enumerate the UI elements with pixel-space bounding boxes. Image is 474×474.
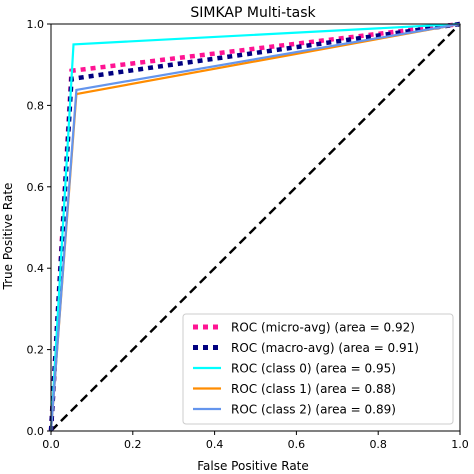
legend-box: [182, 313, 454, 425]
legend-entry-label: ROC (class 1) (area = 0.88): [231, 382, 396, 396]
y-tick-label: 1.0: [27, 18, 45, 31]
y-tick-label: 0.4: [27, 262, 45, 275]
y-tick-label: 0.0: [27, 425, 45, 438]
axis-ticks: 0.0 0.2 0.4 0.6 0.8 1.0 0.0 0.2 0.4 0.6 0.8 1.0: [27, 18, 469, 451]
legend-entry-label: ROC (class 2) (area = 0.89): [231, 403, 396, 417]
plot-area: [48, 21, 461, 432]
x-tick-label: 0.4: [206, 438, 224, 451]
legend: ROC (micro-avg) (area = 0.92) ROC (macro-…: [182, 313, 454, 425]
x-tick-label: 1.0: [451, 438, 469, 451]
plot-frame: [50, 23, 461, 432]
x-tick-label: 0.8: [369, 438, 387, 451]
x-axis-label: False Positive Rate: [197, 459, 309, 473]
y-tick-label: 0.2: [27, 344, 45, 357]
y-axis-label: True Positive Rate: [1, 183, 15, 291]
roc-series-line-2: [49, 22, 461, 432]
x-tick-label: 0.6: [288, 438, 306, 451]
legend-entry-label: ROC (micro-avg) (area = 0.92): [231, 321, 415, 335]
chart-title: SIMKAP Multi-task: [190, 5, 316, 21]
chance-diagonal-line: [50, 23, 461, 432]
legend-entry-label: ROC (macro-avg) (area = 0.91): [231, 341, 419, 355]
legend-entry-label: ROC (class 0) (area = 0.95): [231, 362, 396, 376]
x-tick-label: 0.2: [124, 438, 142, 451]
x-tick-label: 0.0: [42, 438, 60, 451]
roc-series-line-4: [49, 22, 461, 432]
y-tick-label: 0.8: [27, 99, 45, 112]
y-tick-label: 0.6: [27, 181, 45, 194]
